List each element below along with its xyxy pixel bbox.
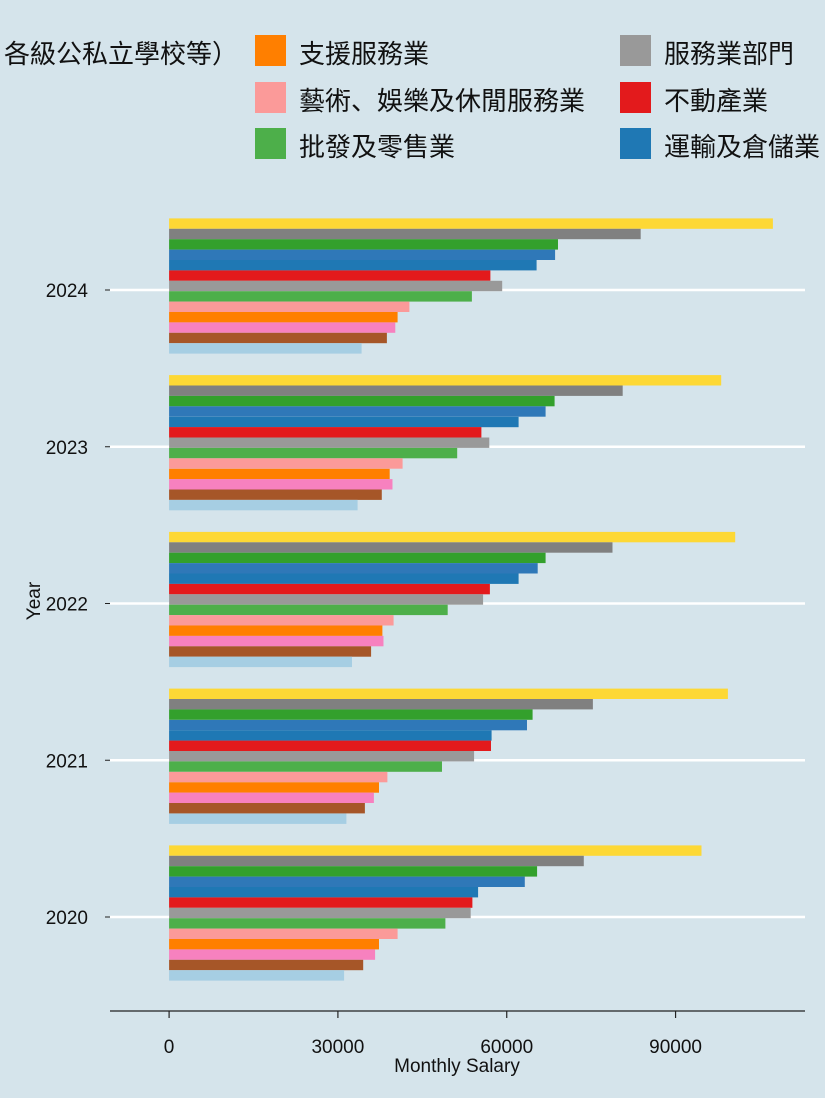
bar-2023-series-11	[169, 479, 393, 490]
bar-2024-series-9	[169, 301, 410, 312]
bar-2022-series-5	[169, 573, 519, 584]
bar-2023-series-3	[169, 395, 555, 407]
legend-partial-label: 各級公私立學校等）	[4, 40, 238, 70]
legend-swatch-3	[255, 128, 286, 159]
bar-2021-series-4	[169, 719, 527, 731]
bar-2022-series-9	[169, 615, 394, 626]
legend-label-1: 支援服務業	[299, 40, 429, 70]
bar-2022-series-8	[169, 604, 448, 616]
bar-2020-series-13	[169, 970, 345, 981]
bar-2021-series-12	[169, 803, 365, 814]
bar-2023-series-5	[169, 416, 519, 428]
bar-2022-series-7	[169, 594, 484, 605]
bar-2022-series-2	[169, 542, 613, 553]
bar-2023-series-13	[169, 499, 358, 511]
bar-2023-series-6	[169, 427, 482, 438]
bar-2021-series-7	[169, 751, 475, 762]
bar-2022-series-4	[169, 563, 538, 574]
x-ticks-group: 0 30000 60000 90000	[164, 1011, 702, 1058]
bar-2024-series-6	[169, 270, 491, 281]
bar-2024-series-10	[169, 312, 398, 323]
bar-2021-series-10	[169, 782, 379, 793]
bar-2020-series-11	[169, 949, 376, 960]
bar-2023-series-1	[169, 375, 722, 386]
x-tick-label-0: 0	[164, 1037, 175, 1058]
bar-2024-series-3	[169, 239, 558, 250]
x-tick-label-30000: 30000	[311, 1037, 364, 1058]
y-tick-label-2022: 2022	[46, 595, 88, 616]
bar-2023-series-7	[169, 437, 490, 448]
bar-2020-series-6	[169, 897, 473, 908]
legend-swatch-5	[620, 82, 651, 113]
bar-2021-series-13	[169, 813, 347, 824]
bar-2023-series-12	[169, 489, 382, 500]
bar-2022-series-12	[169, 646, 372, 657]
bar-2021-series-8	[169, 761, 442, 772]
bar-2020-series-5	[169, 887, 479, 898]
bar-2024-series-11	[169, 322, 396, 333]
bar-2023-series-2	[169, 385, 623, 396]
bar-2024-series-2	[169, 228, 641, 240]
bar-2022-series-6	[169, 583, 490, 595]
x-tick-label-90000: 90000	[649, 1037, 702, 1058]
bar-2023-series-8	[169, 447, 458, 459]
legend-swatch-6	[620, 128, 651, 159]
bar-2024-series-8	[169, 291, 472, 302]
bar-2020-series-2	[169, 855, 584, 867]
bar-2021-series-9	[169, 771, 388, 783]
bar-2022-series-1	[169, 531, 736, 543]
x-tick-label-60000: 60000	[480, 1037, 533, 1058]
bar-2024-series-5	[169, 260, 537, 271]
bar-2021-series-2	[169, 699, 593, 710]
legend-label-4: 服務業部門	[664, 40, 794, 70]
bar-2021-series-6	[169, 740, 491, 751]
legend-label-2: 藝術、娛樂及休閒服務業	[299, 87, 585, 117]
bar-2024-series-7	[169, 280, 503, 292]
bar-2020-series-8	[169, 918, 446, 929]
bar-2020-series-4	[169, 876, 525, 887]
bar-2023-series-10	[169, 468, 390, 480]
bar-2020-series-12	[169, 959, 364, 971]
bar-2020-series-7	[169, 907, 471, 919]
y-tick-label-2024: 2024	[46, 281, 89, 302]
bar-2022-series-11	[169, 635, 384, 647]
bar-2024-series-1	[169, 218, 773, 229]
x-axis-title: Monthly Salary	[394, 1056, 520, 1077]
bar-2023-series-4	[169, 406, 546, 417]
legend-swatch-4	[620, 35, 651, 66]
bar-2024-series-4	[169, 249, 556, 260]
bar-2022-series-10	[169, 625, 383, 636]
bar-2020-series-1	[169, 845, 702, 856]
legend-label-6: 運輸及倉儲業	[664, 133, 820, 163]
bars-group	[169, 218, 773, 981]
legend-swatch-1	[255, 35, 286, 66]
y-ticks-group: 2024 2023 2022 2021 2020	[46, 281, 110, 929]
legend-label-5: 不動產業	[664, 87, 768, 117]
bar-2023-series-9	[169, 458, 403, 469]
bar-2021-series-5	[169, 730, 492, 741]
bar-2020-series-3	[169, 866, 538, 877]
legend-label-3: 批發及零售業	[299, 133, 455, 163]
y-tick-label-2023: 2023	[46, 438, 88, 459]
bar-2022-series-13	[169, 656, 352, 668]
bar-2021-series-3	[169, 709, 533, 720]
bar-2020-series-9	[169, 928, 398, 939]
bar-2020-series-10	[169, 939, 379, 950]
y-axis-title: Year	[24, 581, 45, 620]
y-tick-label-2020: 2020	[46, 908, 88, 929]
y-tick-label-2021: 2021	[46, 751, 88, 772]
legend-swatch-2	[255, 82, 286, 113]
bar-2024-series-13	[169, 343, 362, 354]
bar-2021-series-11	[169, 792, 374, 803]
bar-2022-series-3	[169, 552, 546, 564]
bar-2024-series-12	[169, 332, 387, 344]
bar-2021-series-1	[169, 688, 728, 699]
